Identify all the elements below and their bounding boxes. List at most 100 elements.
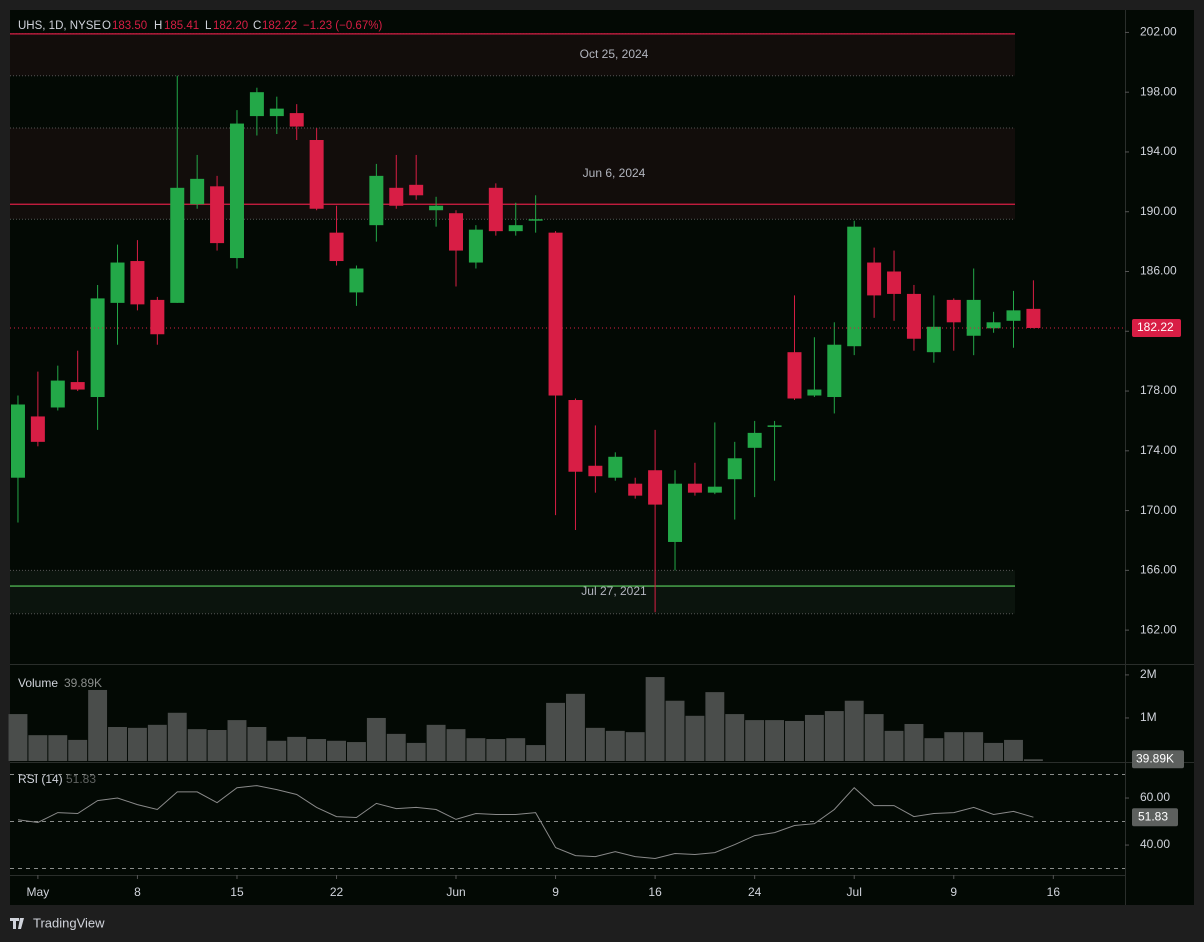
volume-bar	[8, 714, 28, 761]
volume-bar	[207, 730, 227, 761]
candle-body	[409, 184, 424, 196]
y-tick-label: 194.00	[1140, 144, 1177, 158]
volume-bar	[486, 739, 506, 761]
volume-bar	[506, 738, 526, 761]
candle-body	[488, 187, 503, 232]
volume-bar	[247, 726, 267, 761]
candle-body	[309, 140, 324, 209]
volume-bar	[924, 738, 944, 761]
candle-body	[867, 262, 882, 296]
volume-bar	[1004, 739, 1023, 761]
volume-bar	[864, 714, 884, 761]
ohlc-label: H	[154, 20, 162, 32]
candle-body	[329, 232, 344, 262]
x-tick-label: Jun	[446, 885, 465, 899]
candle-body	[986, 322, 1001, 329]
volume-bar	[645, 677, 665, 761]
candle-body	[926, 326, 941, 353]
candle-body	[946, 299, 961, 323]
y-tick-label: 202.00	[1140, 25, 1177, 39]
candle-body	[787, 352, 802, 399]
candle-body	[269, 108, 284, 117]
candle-body	[767, 425, 782, 427]
rsi-value-box	[1132, 808, 1178, 827]
candle-body	[110, 262, 125, 303]
volume-bar	[566, 693, 585, 761]
ohlc-label: L	[205, 20, 212, 32]
volume-bar	[685, 715, 705, 761]
footer[interactable]: TradingView	[10, 915, 105, 930]
x-tick-label: 8	[134, 885, 141, 899]
candle-body	[70, 382, 85, 390]
y-tick-label: 2M	[1140, 667, 1157, 681]
y-tick-label: 178.00	[1140, 383, 1177, 397]
x-tick-label: 9	[950, 885, 957, 899]
zone	[10, 128, 1015, 220]
rsi-value-label: 51.83	[1138, 809, 1168, 823]
volume-bar	[984, 742, 1004, 761]
candle-body	[648, 470, 663, 505]
volume-bar	[28, 735, 48, 761]
volume-bar	[426, 724, 446, 761]
y-tick-label: 174.00	[1140, 443, 1177, 457]
candle-body	[10, 404, 25, 478]
x-tick-label: 16	[1047, 885, 1061, 899]
volume-bar	[167, 712, 187, 761]
candle-body	[687, 483, 702, 493]
volume-bar	[765, 720, 785, 761]
change: −1.23 (−0.67%)	[303, 20, 382, 32]
volume-bar	[287, 736, 307, 761]
candle-body	[628, 483, 643, 496]
y-tick-label: 162.00	[1140, 622, 1177, 636]
volume-bar	[127, 727, 147, 761]
volume-bar	[904, 723, 924, 761]
volume-bar	[147, 724, 167, 761]
volume-bar	[785, 720, 804, 761]
candle-body	[468, 229, 483, 263]
volume-bar	[386, 733, 406, 761]
volume-bar	[745, 720, 765, 761]
x-tick-label: 16	[648, 885, 662, 899]
candle-body	[528, 219, 543, 221]
volume-bar	[665, 700, 685, 761]
volume-bar	[625, 732, 645, 761]
ohlc-label: C	[253, 20, 261, 32]
volume-bar	[605, 730, 625, 761]
candle-body	[229, 123, 244, 259]
volume-bar	[307, 739, 327, 761]
zone-label: Oct 25, 2024	[580, 47, 649, 61]
volume-bar	[944, 732, 964, 761]
pane-value: 39.89K	[64, 676, 102, 690]
candle-body	[170, 187, 185, 303]
volume-bar	[1023, 759, 1043, 761]
candle-body	[1026, 308, 1041, 328]
candle-body	[210, 186, 225, 244]
candle-body	[807, 389, 822, 396]
y-tick-label: 186.00	[1140, 264, 1177, 278]
rsi-line	[17, 785, 1034, 860]
pane-title: RSI (14)	[18, 772, 63, 786]
x-tick-label: 15	[230, 885, 244, 899]
volume-bar	[526, 745, 546, 761]
zone	[10, 570, 1015, 614]
volume-bar	[68, 739, 88, 761]
zone-label: Jun 6, 2024	[583, 166, 646, 180]
y-tick-label: 1M	[1140, 710, 1157, 724]
volume-bar	[108, 726, 127, 761]
volume-value-label: 39.89K	[1136, 751, 1174, 765]
x-tick-label: 24	[748, 885, 762, 899]
candle-body	[449, 213, 463, 251]
candle-body	[50, 380, 65, 408]
ohlc-value: 182.20	[213, 20, 248, 32]
candle-body	[966, 299, 981, 336]
volume-bar	[804, 714, 824, 761]
volume-bar	[187, 729, 207, 761]
last-price-box	[1132, 318, 1181, 337]
candle-body	[1006, 310, 1021, 321]
volume-value-box	[1132, 750, 1184, 769]
candle-body	[727, 458, 742, 480]
pane-title: Volume	[18, 676, 58, 690]
